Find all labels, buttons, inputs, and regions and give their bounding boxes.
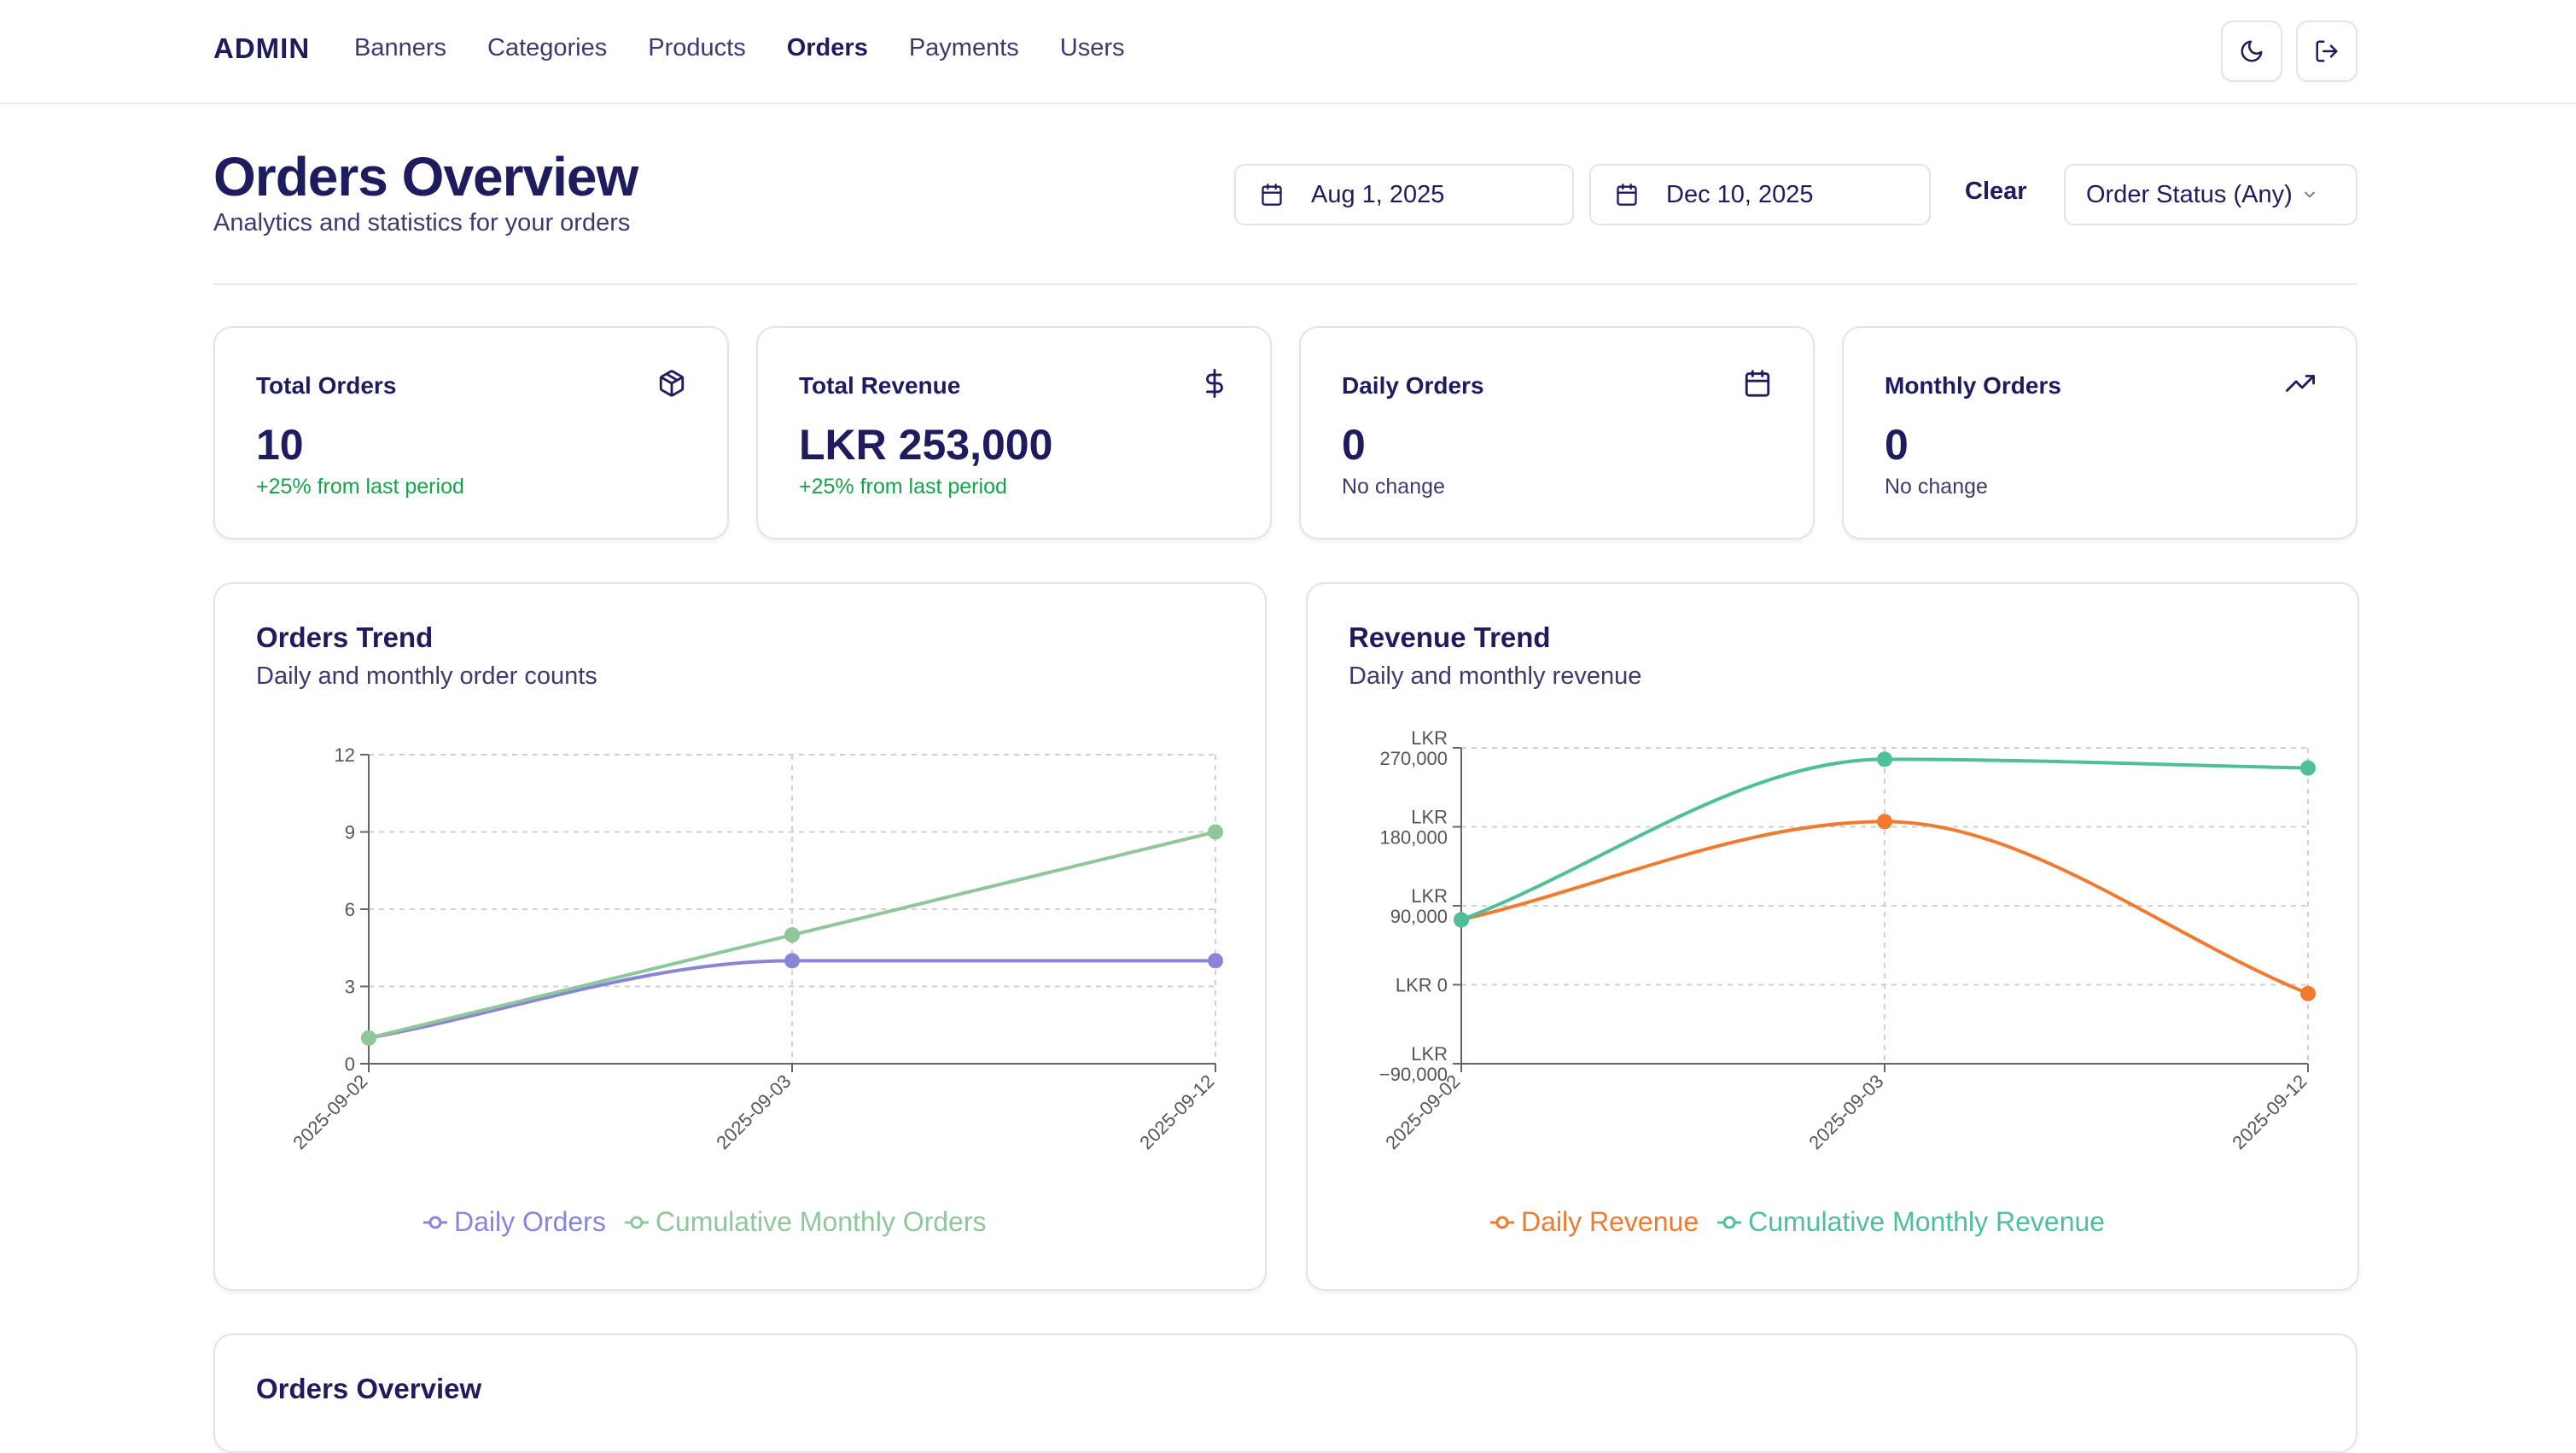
stat-card-daily-orders: Daily Orders 0 No change	[1299, 326, 1815, 540]
stat-card-total-revenue: Total Revenue LKR 253,000 +25% from last…	[756, 326, 1272, 540]
y-tick-label: LKR	[1411, 1043, 1448, 1065]
trending-up-icon	[2286, 375, 2315, 392]
date-to-input[interactable]: Dec 10, 2025	[1589, 164, 1931, 225]
stat-label: Total Orders	[256, 372, 397, 399]
top-navbar: ADMIN Banners Categories Products Orders…	[0, 0, 2576, 104]
stat-value: LKR 253,000	[799, 421, 1053, 469]
legend-label: Daily Revenue	[1521, 1206, 1699, 1237]
x-tick-label: 2025-09-12	[2228, 1071, 2311, 1153]
date-from-value: Aug 1, 2025	[1311, 180, 1445, 208]
package-icon	[659, 370, 685, 397]
brand-logo[interactable]: ADMIN	[213, 32, 311, 64]
orders-trend-chart: 0 3 6 9 12 2025-09-02 2025-09-03 2025-09-12 Dail…	[288, 744, 1223, 1237]
legend-label: Cumulative Monthly Revenue	[1748, 1206, 2105, 1237]
orders-overview-card: Orders Overview	[213, 1333, 2357, 1453]
data-point	[1208, 953, 1223, 969]
stat-change: +25% from last period	[256, 475, 464, 499]
calendar-icon	[1745, 370, 1770, 397]
legend-item: Cumulative Monthly Revenue	[1717, 1206, 2105, 1237]
y-tick-label: 0	[345, 1053, 355, 1075]
data-point	[1877, 751, 1892, 767]
data-point	[784, 953, 800, 969]
data-point	[361, 1030, 376, 1046]
y-tick-label: 9	[345, 822, 355, 843]
page-title: Orders Overview	[213, 146, 638, 207]
x-tick-label: 2025-09-02	[288, 1071, 371, 1153]
date-to-value: Dec 10, 2025	[1666, 180, 1814, 208]
y-tick-label: 90,000	[1390, 906, 1448, 927]
y-tick-label: 3	[345, 977, 355, 998]
y-tick-label: −90,000	[1379, 1064, 1448, 1085]
nav-link-orders[interactable]: Orders	[786, 34, 868, 61]
nav-link-products[interactable]: Products	[648, 34, 746, 61]
chart-subtitle: Daily and monthly order counts	[256, 662, 597, 690]
logout-icon	[2316, 40, 2338, 62]
stat-value: 0	[1342, 421, 1366, 469]
x-tick-label: 2025-09-03	[1804, 1071, 1887, 1153]
stat-change: No change	[1885, 475, 1988, 499]
data-point	[1454, 912, 1469, 928]
stat-card-total-orders: Total Orders 10 +25% from last period	[213, 326, 729, 540]
order-status-select[interactable]: Order Status (Any)	[2064, 164, 2357, 225]
data-point	[784, 927, 800, 943]
legend-item: Cumulative Monthly Orders	[624, 1206, 987, 1237]
chart-subtitle: Daily and monthly revenue	[1349, 662, 1642, 690]
stat-card-monthly-orders: Monthly Orders 0 No change	[1842, 326, 2357, 540]
nav-link-categories[interactable]: Categories	[487, 34, 608, 61]
nav-links: Banners Categories Products Orders Payme…	[354, 34, 1166, 62]
legend-item: Daily Revenue	[1490, 1206, 1699, 1237]
section-title: Orders Overview	[256, 1373, 482, 1404]
stat-label: Daily Orders	[1342, 372, 1484, 399]
y-tick-label: LKR	[1411, 727, 1448, 749]
date-from-input[interactable]: Aug 1, 2025	[1234, 164, 1574, 225]
dollar-icon	[1206, 369, 1223, 398]
nav-link-payments[interactable]: Payments	[908, 34, 1019, 61]
y-tick-label: LKR	[1411, 885, 1448, 907]
nav-link-users[interactable]: Users	[1059, 34, 1125, 61]
theme-toggle-button[interactable]	[2221, 20, 2282, 82]
y-tick-label: 12	[335, 744, 355, 766]
chart-title: Orders Trend	[256, 621, 434, 653]
orders-trend-card: Orders Trend Daily and monthly order cou…	[213, 582, 1267, 1291]
x-tick-label: 2025-09-12	[1135, 1071, 1218, 1153]
y-tick-label: 180,000	[1379, 827, 1448, 849]
x-tick-label: 2025-09-03	[712, 1071, 795, 1153]
stat-label: Monthly Orders	[1885, 372, 2061, 399]
logout-button[interactable]	[2296, 20, 2357, 82]
data-point	[2300, 760, 2316, 776]
y-tick-label: 6	[345, 899, 355, 920]
legend-swatch-dot	[428, 1216, 442, 1229]
order-status-value: Order Status (Any)	[2086, 180, 2293, 208]
header-divider	[213, 283, 2357, 285]
y-tick-label: LKR	[1411, 807, 1448, 828]
legend-swatch-dot	[1495, 1216, 1509, 1229]
data-point	[2300, 985, 2316, 1001]
stat-value: 0	[1885, 421, 1909, 469]
calendar-icon	[1262, 184, 1282, 206]
clear-button[interactable]: Clear	[1965, 178, 2027, 205]
legend-swatch-dot	[1722, 1216, 1736, 1229]
legend-label: Daily Orders	[454, 1206, 606, 1237]
data-point	[1208, 824, 1223, 840]
calendar-icon	[1617, 184, 1637, 206]
data-point	[1877, 814, 1892, 830]
nav-link-banners[interactable]: Banners	[354, 34, 447, 61]
revenue-trend-card: Revenue Trend Daily and monthly revenue …	[1306, 582, 2359, 1291]
moon-icon	[2241, 40, 2263, 62]
stat-change: No change	[1342, 475, 1445, 499]
legend-item: Daily Orders	[423, 1206, 606, 1237]
stat-value: 10	[256, 421, 304, 469]
page-subtitle: Analytics and statistics for your orders	[213, 209, 631, 236]
chevron-down-icon	[2304, 191, 2315, 198]
y-tick-label: LKR 0	[1396, 975, 1448, 996]
legend-label: Cumulative Monthly Orders	[656, 1206, 987, 1237]
chart-title: Revenue Trend	[1349, 621, 1551, 653]
stat-change: +25% from last period	[799, 475, 1007, 499]
y-tick-label: 270,000	[1379, 748, 1448, 769]
stat-label: Total Revenue	[799, 372, 961, 399]
legend-swatch-dot	[630, 1216, 644, 1229]
